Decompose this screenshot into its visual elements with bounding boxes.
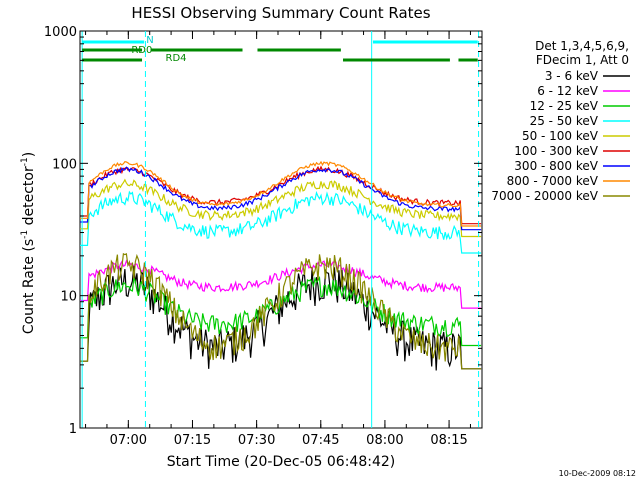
y-tick-label: 1 bbox=[69, 422, 77, 437]
legend-label: 300 - 800 keV bbox=[514, 159, 598, 173]
series-line-7 bbox=[80, 160, 482, 227]
legend-header-line-2: FDecim 1, Att 0 bbox=[536, 53, 629, 67]
axis-ticks bbox=[80, 30, 482, 429]
rd0-label: RD0 bbox=[131, 45, 152, 56]
plot-frame bbox=[79, 30, 483, 429]
y-axis-label-mid: detector bbox=[21, 166, 37, 230]
rd4-label: RD4 bbox=[166, 53, 187, 64]
x-axis-label: Start Time (20-Dec-05 06:48:42) bbox=[167, 454, 395, 470]
y-axis-label-sup-1: -1 bbox=[20, 230, 30, 239]
series-line-3 bbox=[80, 190, 482, 254]
legend-label: 12 - 25 keV bbox=[530, 99, 599, 113]
legend-label: 100 - 300 keV bbox=[514, 144, 598, 158]
x-tick-label: 07:15 bbox=[174, 433, 211, 448]
y-axis-label-end: ) bbox=[21, 152, 37, 157]
y-tick-labels: 1 10 100 1000 bbox=[44, 25, 77, 437]
series-line-5 bbox=[80, 165, 482, 225]
y-axis-label: Count Rate (s-1 detector-1) bbox=[20, 152, 37, 334]
series-line-6 bbox=[80, 166, 482, 231]
series-line-4 bbox=[80, 178, 482, 238]
legend-label: 800 - 7000 keV bbox=[507, 174, 599, 188]
legend-label: 50 - 100 keV bbox=[522, 129, 599, 143]
x-tick-label: 08:00 bbox=[366, 433, 403, 448]
y-axis-label-main: Count Rate (s bbox=[21, 239, 37, 334]
legend-header-line-1: Det 1,3,4,5,6,9, bbox=[535, 39, 629, 53]
x-tick-label: 07:30 bbox=[238, 433, 275, 448]
legend-label: 6 - 12 keV bbox=[537, 84, 599, 98]
legend: Det 1,3,4,5,6,9, FDecim 1, Att 0 3 - 6 k… bbox=[491, 39, 630, 203]
chart-title: HESSI Observing Summary Count Rates bbox=[131, 4, 430, 22]
legend-label: 7000 - 20000 keV bbox=[491, 189, 598, 203]
y-tick-label: 100 bbox=[52, 157, 77, 172]
y-axis-label-sup-2: -1 bbox=[20, 157, 30, 166]
x-tick-label: 08:15 bbox=[430, 433, 467, 448]
footer-timestamp: 10-Dec-2009 08:12 bbox=[559, 469, 636, 478]
series-line-8 bbox=[80, 252, 482, 370]
y-tick-label: 1000 bbox=[44, 25, 77, 40]
series-line-2 bbox=[80, 275, 482, 347]
series-line-1 bbox=[80, 259, 482, 309]
legend-label: 25 - 50 keV bbox=[530, 114, 599, 128]
x-tick-label: 07:00 bbox=[110, 433, 147, 448]
x-tick-label: 07:45 bbox=[302, 433, 339, 448]
series-layer bbox=[80, 160, 482, 371]
x-tick-labels: 07:00 07:15 07:30 07:45 08:00 08:15 bbox=[110, 433, 468, 448]
n-label: N bbox=[146, 35, 153, 46]
y-tick-label: 10 bbox=[60, 290, 77, 305]
legend-label: 3 - 6 keV bbox=[545, 69, 599, 83]
